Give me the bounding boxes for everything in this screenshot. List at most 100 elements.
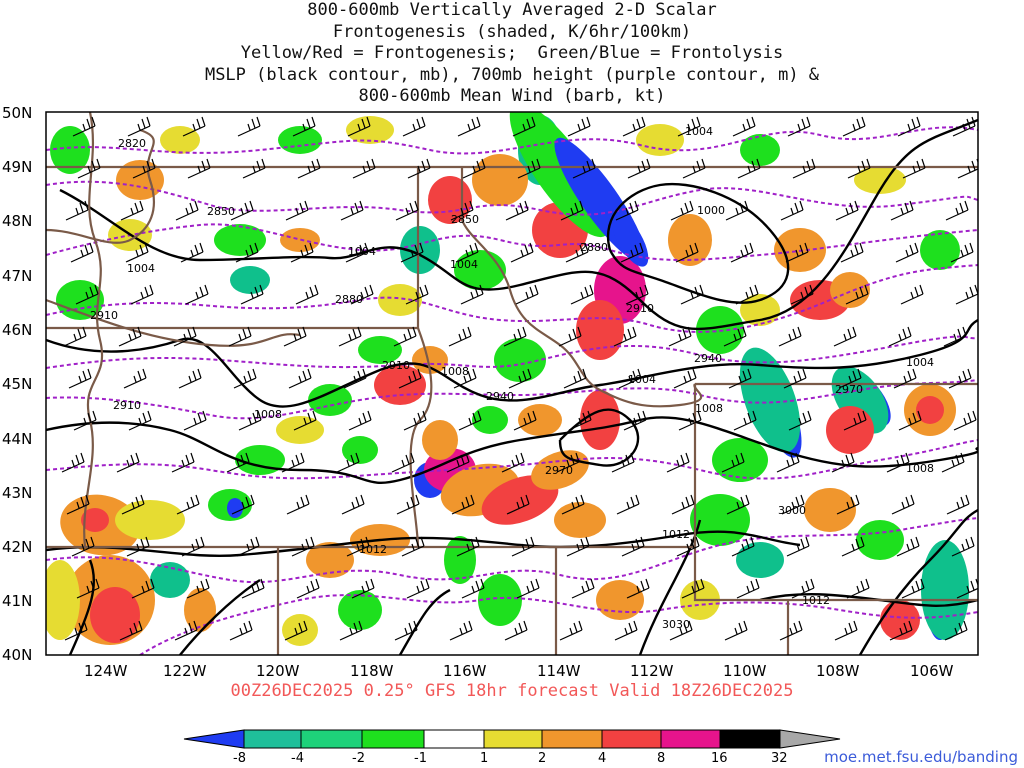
wind-barb	[407, 158, 431, 179]
legend-tick: 2	[538, 751, 546, 766]
wind-barb	[403, 410, 427, 431]
wind-barb	[673, 368, 697, 389]
wind-barb	[185, 284, 209, 305]
wind-barb	[460, 284, 484, 305]
wind-barb	[240, 284, 264, 305]
lon-label: 110W	[723, 662, 767, 680]
shading-blob	[412, 346, 448, 374]
wind-barb	[946, 494, 970, 515]
legend-swatch	[300, 729, 363, 749]
wind-barb	[670, 200, 694, 221]
wind-barb	[950, 242, 974, 263]
wind-barb	[501, 452, 525, 473]
wind-barb	[346, 536, 370, 557]
shading-blob	[214, 224, 266, 256]
wind-barb	[680, 284, 704, 305]
shading-blob	[494, 338, 546, 382]
wind-barb	[951, 536, 975, 557]
wind-barb	[76, 578, 100, 599]
wind-barb	[226, 452, 250, 473]
wind-barb	[65, 200, 89, 221]
mslp-label: 1004	[127, 262, 155, 275]
shading-blob	[160, 126, 200, 154]
legend-tick: 4	[598, 751, 606, 766]
wind-barb	[391, 452, 415, 473]
wind-barb	[791, 578, 815, 599]
wind-barb	[952, 116, 976, 137]
wind-barb	[173, 326, 197, 347]
shading-blob	[230, 266, 270, 294]
wind-barb	[572, 158, 596, 179]
lat-label: 48N	[2, 212, 32, 230]
wind-barb	[733, 410, 757, 431]
legend-arrow-right	[779, 729, 841, 749]
wind-barb	[178, 368, 202, 389]
mslp-label: 1004	[685, 125, 713, 138]
legend-swatch	[483, 729, 543, 749]
wind-barb	[834, 620, 858, 641]
shading-blob	[90, 587, 140, 643]
height-label: 2940	[486, 390, 514, 403]
shading-blob	[346, 116, 394, 144]
height-label: 2880	[580, 241, 608, 254]
height-label: 2970	[835, 383, 863, 396]
lon-label: 122W	[163, 662, 207, 680]
lat-label: 41N	[2, 592, 32, 610]
wind-barb	[286, 494, 310, 515]
wind-barb	[63, 326, 87, 347]
height-label: 2820	[118, 137, 146, 150]
wind-barb	[614, 620, 638, 641]
map-plot-area	[46, 112, 978, 655]
wind-barb	[508, 368, 532, 389]
wind-barb	[833, 326, 857, 347]
wind-barb	[283, 326, 307, 347]
wind-barb	[128, 410, 152, 431]
wind-barb	[781, 494, 805, 515]
wind-barb	[511, 536, 535, 557]
shading-blob	[576, 300, 624, 360]
wind-barb	[70, 242, 94, 263]
shading-blob	[306, 542, 354, 578]
wind-barb	[121, 494, 145, 515]
wind-barb	[186, 578, 210, 599]
shading-blob	[342, 436, 378, 464]
wind-barb	[350, 284, 374, 305]
shading-blob	[378, 284, 422, 316]
wind-barb	[788, 410, 812, 431]
mslp-label: 1000	[697, 204, 725, 217]
wind-barb	[132, 158, 156, 179]
height-label: 2910	[90, 309, 118, 322]
wind-barb	[831, 452, 855, 473]
wind-barb	[291, 536, 315, 557]
wind-barb	[737, 158, 761, 179]
mslp-labels: 1004 1000 1004 1004 1008 1004 1008 1004 …	[127, 125, 934, 607]
wind-barb	[571, 578, 595, 599]
lon-label: 116W	[443, 662, 487, 680]
wind-barb	[231, 494, 255, 515]
height-label: 2910	[626, 302, 654, 315]
wind-barb	[736, 578, 760, 599]
wind-barb	[891, 494, 915, 515]
wind-barb	[898, 410, 922, 431]
shading-blob	[856, 520, 904, 560]
wind-barb	[565, 242, 589, 263]
shading-blob	[338, 590, 382, 630]
shading-blob	[826, 406, 874, 454]
wind-barb	[174, 620, 198, 641]
wind-barb	[625, 284, 649, 305]
credit-link[interactable]: moe.met.fsu.edu/banding	[824, 748, 1018, 766]
lon-label: 124W	[84, 662, 128, 680]
wind-barb	[451, 494, 475, 515]
wind-barb	[396, 494, 420, 515]
color-bar-legend: -8 -4 -2 -1 1 2 4 8 16 32	[183, 729, 841, 766]
height-labels: 2820 2850 2850 2880 2880 2910 2910 2910 …	[90, 137, 863, 631]
wind-barb	[119, 620, 143, 641]
lat-label: 44N	[2, 430, 32, 448]
wind-barb	[841, 536, 865, 557]
wind-barb	[618, 368, 642, 389]
legend-arrow-left	[183, 729, 245, 749]
wind-barb	[449, 620, 473, 641]
wind-barb	[724, 620, 748, 641]
mslp-label: 1008	[695, 402, 723, 415]
